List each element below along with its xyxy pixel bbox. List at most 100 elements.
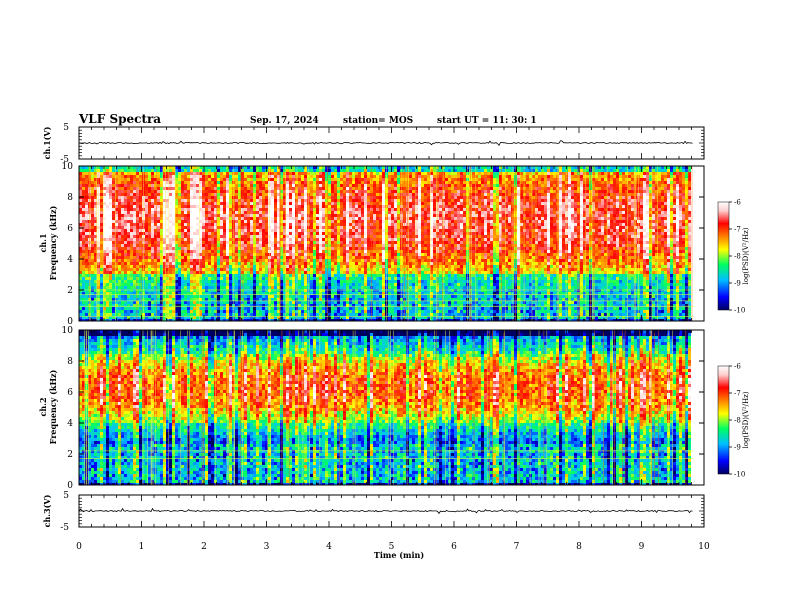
spectrogram-cell [244,202,247,205]
spectrogram-cell [151,166,154,169]
spectrogram-cell [187,247,190,250]
spectrogram-cell [292,262,295,265]
spectrogram-cell [289,256,292,259]
spectrogram-cell [313,184,316,187]
spectrogram-cell [316,274,319,277]
spectrogram-cell [130,298,133,301]
spectrogram-cell [346,220,349,223]
spectrogram-cell [205,283,208,286]
spectrogram-cell [163,208,166,211]
spectrogram-cell [151,187,154,190]
spectrogram-cell [166,307,169,310]
spectrogram-cell [136,256,139,259]
spectrogram-cell [355,280,358,283]
spectrogram-cell [235,217,238,220]
spectrogram-cell [208,241,211,244]
spectrogram-cell [259,259,262,262]
spectrogram-cell [352,208,355,211]
spectrogram-cell [289,265,292,268]
spectrogram-cell [322,199,325,202]
spectrogram-cell [259,196,262,199]
ch1-wave-ytick-top: 5 [63,123,69,133]
spectrogram-cell [271,205,274,208]
spectrogram-cell [148,193,151,196]
spectrogram-cell [310,178,313,181]
spectrogram-cell [229,268,232,271]
spectrogram-cell [304,205,307,208]
spectrogram-cell [313,301,316,304]
spectrogram-cell [97,316,100,319]
spectrogram-cell [295,319,298,321]
spectrogram-cell [202,178,205,181]
spectrogram-cell [148,226,151,229]
spectrogram-cell [295,169,298,172]
spectrogram-cell [175,175,178,178]
spectrogram-cell [325,262,328,265]
spectrogram-cell [163,301,166,304]
spectrogram-cell [310,301,313,304]
spectrogram-cell [283,223,286,226]
spectrogram-cell [274,310,277,313]
spectrogram-cell [253,214,256,217]
spectrogram-cell [340,256,343,259]
spectrogram-cell [145,217,148,220]
spectrogram-cell [169,307,172,310]
spectrogram-cell [82,292,85,295]
spectrogram-cell [193,223,196,226]
spectrogram-cell [199,304,202,307]
spectrogram-cell [244,220,247,223]
spectrogram-cell [337,259,340,262]
spectrogram-cell [79,166,82,169]
spectrogram-cell [118,241,121,244]
spectrogram-cell [244,241,247,244]
spectrogram-cell [118,289,121,292]
spectrogram-cell [352,301,355,304]
spectrogram-cell [157,211,160,214]
spectrogram-cell [313,295,316,298]
spectrogram-cell [124,286,127,289]
spectrogram-cell [343,199,346,202]
spectrogram-cell [166,235,169,238]
spectrogram-cell [109,196,112,199]
spectrogram-cell [289,190,292,193]
spectrogram-cell [79,265,82,268]
spectrogram-cell [265,313,268,316]
spectrogram-cell [301,208,304,211]
spectrogram-cell [310,289,313,292]
spectrogram-cell [241,307,244,310]
spectrogram-cell [130,313,133,316]
spectrogram-cell [283,217,286,220]
spectrogram-cell [277,244,280,247]
spectrogram-cell [259,187,262,190]
spectrogram-cell [286,181,289,184]
spectrogram-cell [361,226,364,229]
spectrogram-cell [259,181,262,184]
spectrogram-cell [106,175,109,178]
spectrogram-cell [217,319,220,321]
spectrogram-cell [283,259,286,262]
spectrogram-cell [136,190,139,193]
spectrogram-cell [238,256,241,259]
spectrogram-cell [325,229,328,232]
spectrogram-cell [139,190,142,193]
spectrogram-cell [148,247,151,250]
spectrogram-cell [241,187,244,190]
spectrogram-cell [343,169,346,172]
spectrogram-cell [238,250,241,253]
spectrogram-cell [328,199,331,202]
spectrogram-cell [91,313,94,316]
spectrogram-cell [139,301,142,304]
spectrogram-cell [322,304,325,307]
spectrogram-cell [193,184,196,187]
spectrogram-cell [127,190,130,193]
spectrogram-cell [205,193,208,196]
spectrogram-cell [211,172,214,175]
spectrogram-cell [112,178,115,181]
spectrogram-cell [301,172,304,175]
spectrogram-cell [328,286,331,289]
spectrogram-cell [337,232,340,235]
spectrogram-cell [208,247,211,250]
spectrogram-cell [166,289,169,292]
spectrogram-cell [97,262,100,265]
spectrogram-cell [238,301,241,304]
